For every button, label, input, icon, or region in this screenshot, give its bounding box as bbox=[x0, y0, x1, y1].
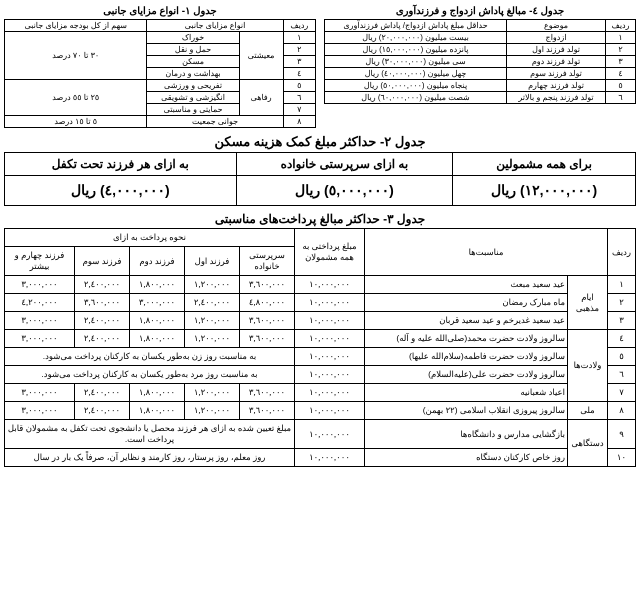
table4-title: جدول ٤- مبالغ پاداش ازدواج و فرزندآوری bbox=[324, 6, 636, 17]
table1-wrap: جدول ١- انواع مزایای جانبی ردیف انواع مز… bbox=[4, 4, 316, 128]
table3-title: جدول ٣- حداکثر مبالغ پرداخت‌های مناسبتی bbox=[4, 212, 636, 226]
table1: ردیف انواع مزایای جانبی سهم از کل بودجه … bbox=[4, 19, 316, 128]
table2: برای همه مشمولین به ازای سرپرستی خانواده… bbox=[4, 152, 636, 206]
table1-title: جدول ١- انواع مزایای جانبی bbox=[4, 6, 316, 17]
table4-wrap: جدول ٤- مبالغ پاداش ازدواج و فرزندآوری ر… bbox=[324, 4, 636, 128]
table2-title: جدول ٢- حداکثر مبلغ کمک هزینه مسکن bbox=[4, 134, 636, 150]
table4: ردیف موضوع حداقل مبلغ پاداش ازدواج/ پادا… bbox=[324, 19, 636, 104]
table3: ردیف مناسبت‌ها مبلغ پرداختی به همه مشمول… bbox=[4, 228, 636, 467]
